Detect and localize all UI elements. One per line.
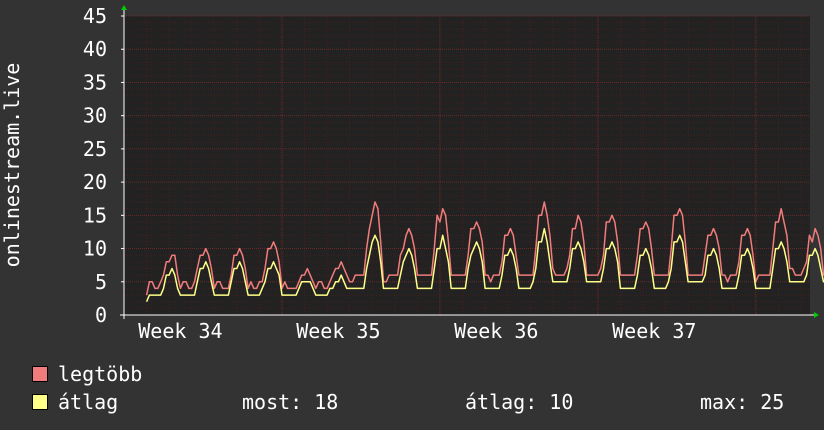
y-tick-label: 0 — [95, 303, 107, 327]
minor-grid — [123, 16, 810, 315]
y-tick-label: 45 — [83, 4, 107, 28]
legend-swatch-max — [32, 366, 48, 382]
stat-average: átlag: 10 — [465, 390, 574, 414]
y-tick-label: 25 — [83, 137, 107, 161]
major-grid — [124, 15, 810, 315]
stat-max: max: 25 — [700, 390, 785, 414]
x-tick-label: Week 34 — [138, 319, 222, 343]
y-tick-label: 10 — [83, 237, 107, 261]
x-tick-labels: Week 34 Week 35 Week 36 Week 37 — [138, 319, 696, 343]
legend-row-avg: átlag most: 18 átlag: 10 max: 25 — [32, 391, 812, 413]
legend-row-max: legtöbb — [32, 363, 632, 385]
legend-label-max: legtöbb — [58, 362, 143, 386]
y-tick-label: 20 — [83, 170, 107, 194]
y-tick-label: 30 — [83, 104, 107, 128]
x-axis-arrow-icon — [814, 312, 819, 318]
y-tick-label: 5 — [95, 270, 107, 294]
y-tick-label: 15 — [83, 203, 107, 227]
y-axis-label: onlinestream.live — [0, 63, 24, 268]
x-tick-label: Week 37 — [612, 319, 696, 343]
stat-now: most: 18 — [242, 390, 339, 414]
plot-area-background — [124, 16, 810, 315]
series-line-avg — [145, 227, 824, 302]
series-layer — [145, 201, 824, 302]
legend-swatch-avg — [32, 394, 48, 410]
y-axis-arrow-icon — [121, 5, 127, 10]
x-tick-label: Week 36 — [454, 319, 538, 343]
axes — [120, 5, 819, 319]
y-tick-label: 35 — [83, 70, 107, 94]
x-tick-label: Week 35 — [296, 319, 380, 343]
legend-label-avg: átlag — [58, 390, 119, 414]
series-line-max — [145, 201, 824, 296]
y-tick-label: 40 — [83, 37, 107, 61]
y-tick-labels: 0 5 10 15 20 25 30 35 40 45 — [83, 4, 107, 327]
